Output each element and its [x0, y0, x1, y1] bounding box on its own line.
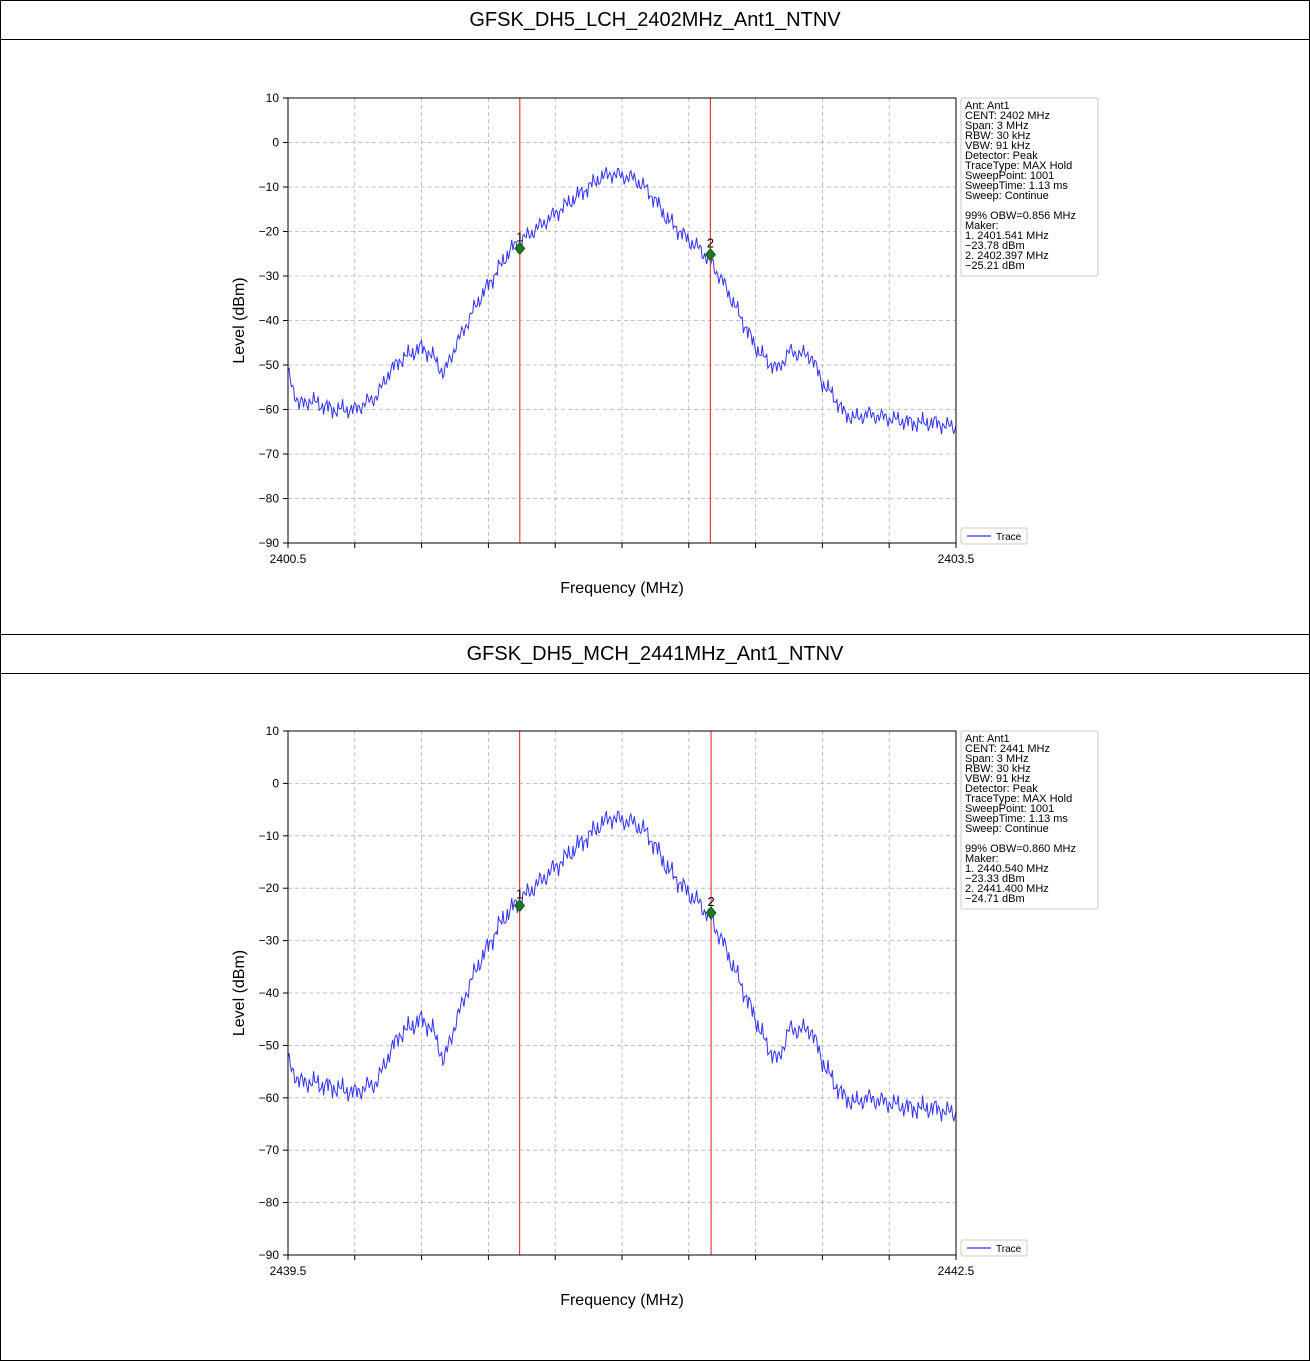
info-box-line: Span: 3 MHz — [965, 120, 1029, 132]
spectrum-chart-1: 10 0 −10 −20 −30 −40 −50 −60 −70 −80 −90 2400.5 2403… — [231, 91, 1099, 597]
x-axis-label: Frequency (MHz) — [560, 1292, 684, 1309]
y-tick-label: −80 — [259, 1196, 280, 1210]
marker-label: 1 — [516, 887, 523, 902]
info-box-line: Span: 3 MHz — [965, 753, 1029, 765]
info-box-line: Sweep: Continue — [965, 190, 1049, 202]
info-box-line: RBW: 30 kHz — [965, 130, 1031, 142]
y-axis-label: Level (dBm) — [231, 950, 248, 1036]
info-box-line: 1. 2440.540 MHz — [965, 863, 1049, 875]
y-tick-label: −10 — [259, 180, 280, 194]
info-box — [960, 97, 1099, 277]
spectrum-chart-2: 10 0 −10 −20 −30 −40 −50 −60 −70 −80 −90 2439.5 2442… — [231, 724, 1099, 1309]
y-tick-label: −60 — [259, 403, 280, 417]
info-box-line: RBW: 30 kHz — [965, 763, 1031, 775]
marker-point — [514, 899, 526, 913]
marker-label: 2 — [707, 236, 714, 251]
x-tick-label: 2442.5 — [938, 1264, 975, 1278]
info-box-line: TraceType: MAX Hold — [965, 793, 1072, 805]
x-tick-label: 2403.5 — [938, 552, 975, 566]
y-tick-label: −40 — [259, 986, 280, 1000]
info-box-line: VBW: 91 kHz — [965, 773, 1030, 785]
info-box-line: Maker: — [965, 853, 999, 865]
y-tick-label: −60 — [259, 1091, 280, 1105]
info-box-line: Ant: Ant1 — [965, 733, 1010, 745]
plot-frame — [287, 730, 957, 1256]
info-box-line: 2. 2441.400 MHz — [965, 883, 1049, 895]
y-axis-label: Level (dBm) — [231, 277, 248, 363]
y-tick-label: −20 — [259, 225, 280, 239]
y-tick-label: −10 — [259, 829, 280, 843]
marker-point — [514, 241, 526, 255]
plot-frame — [287, 97, 957, 544]
x-axis-label: Frequency (MHz) — [560, 580, 684, 597]
trace-line — [287, 167, 957, 435]
info-box-line: SweepTime: 1.13 ms — [965, 813, 1068, 825]
y-tick-label: −50 — [259, 1038, 280, 1052]
trace-line — [287, 810, 957, 1122]
y-tick-label: −50 — [259, 358, 280, 372]
y-tick-label: 0 — [272, 136, 279, 150]
info-box-line: 1. 2401.541 MHz — [965, 230, 1049, 242]
info-box-line: TraceType: MAX Hold — [965, 160, 1072, 172]
info-box-line: 99% OBW=0.856 MHz — [965, 210, 1076, 222]
info-box-line: SweepPoint: 1001 — [965, 170, 1054, 182]
info-box-line: 2. 2402.397 MHz — [965, 250, 1049, 262]
y-tick-label: −30 — [259, 269, 280, 283]
info-box-line: CENT: 2441 MHz — [965, 743, 1050, 755]
y-tick-label: 10 — [266, 724, 280, 738]
info-box-line: Maker: — [965, 220, 999, 232]
plot-cell-1: 10 0 −10 −20 −30 −40 −50 −60 −70 −80 −90 2400.5 2403… — [1, 40, 1309, 635]
x-tick-label: 2400.5 — [270, 552, 307, 566]
marker-label: 2 — [707, 894, 714, 909]
y-tick-label: −70 — [259, 1143, 280, 1157]
marker-point — [705, 906, 717, 920]
legend-label: Trace — [996, 1244, 1022, 1255]
info-box-line: −24.71 dBm — [965, 893, 1025, 905]
info-box-line: VBW: 91 kHz — [965, 140, 1030, 152]
info-box-line: Sweep: Continue — [965, 823, 1049, 835]
y-tick-label: 10 — [266, 91, 280, 105]
legend-box — [960, 1239, 1028, 1257]
info-box — [960, 730, 1099, 910]
y-tick-label: 0 — [272, 776, 279, 790]
y-tick-label: −80 — [259, 492, 280, 506]
x-tick-label: 2439.5 — [270, 1264, 307, 1278]
legend-box — [960, 527, 1028, 545]
plot-title-2: GFSK_DH5_MCH_2441MHz_Ant1_NTNV — [1, 635, 1309, 674]
info-box-line: SweepPoint: 1001 — [965, 803, 1054, 815]
y-tick-label: −20 — [259, 881, 280, 895]
info-box-line: Ant: Ant1 — [965, 100, 1010, 112]
info-box-line: Detector: Peak — [965, 783, 1038, 795]
y-tick-label: −90 — [259, 536, 280, 550]
marker-point — [704, 248, 716, 262]
y-tick-label: −30 — [259, 934, 280, 948]
info-box-line: −23.33 dBm — [965, 873, 1025, 885]
info-box-line: −23.78 dBm — [965, 240, 1025, 252]
legend-label: Trace — [996, 532, 1022, 543]
plot-title-1: GFSK_DH5_LCH_2402MHz_Ant1_NTNV — [1, 1, 1309, 40]
y-tick-label: −70 — [259, 447, 280, 461]
info-box-line: Detector: Peak — [965, 150, 1038, 162]
info-box-line: 99% OBW=0.860 MHz — [965, 843, 1076, 855]
info-box-line: −25.21 dBm — [965, 260, 1025, 272]
info-box-line: CENT: 2402 MHz — [965, 110, 1050, 122]
y-tick-label: −90 — [259, 1248, 280, 1262]
y-tick-label: −40 — [259, 314, 280, 328]
info-box-line: SweepTime: 1.13 ms — [965, 180, 1068, 192]
plot-cell-2: 10 0 −10 −20 −30 −40 −50 −60 −70 −80 −90 2439.5 2442… — [1, 674, 1309, 1360]
marker-label: 1 — [516, 229, 523, 244]
